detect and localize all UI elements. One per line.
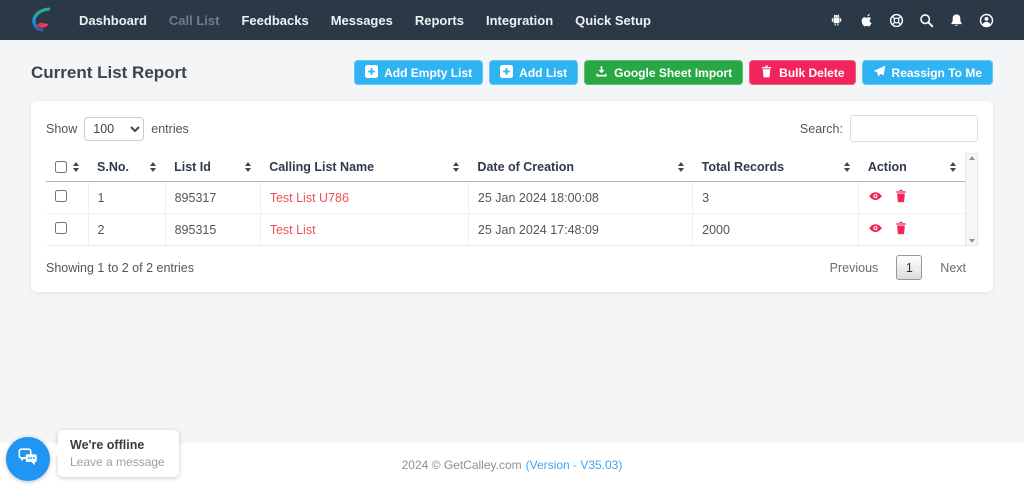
- scroll-up-icon[interactable]: [968, 156, 975, 160]
- plus-square-icon: [500, 64, 514, 81]
- google-sheet-import-label: Google Sheet Import: [614, 65, 733, 80]
- header-action[interactable]: Action: [858, 153, 965, 182]
- reassign-to-me-label: Reassign To Me: [891, 65, 982, 80]
- android-icon[interactable]: [828, 12, 844, 28]
- trash-icon[interactable]: [895, 189, 907, 206]
- calling-list-link[interactable]: Test List: [269, 222, 316, 237]
- add-list-button[interactable]: Add List: [489, 60, 579, 85]
- entries-info: Showing 1 to 2 of 2 entries: [46, 260, 195, 275]
- table-zone: S.No. List Id Calling List Name Date of …: [46, 153, 978, 246]
- previous-page-button[interactable]: Previous: [829, 260, 879, 275]
- cell-sno: 1: [87, 181, 166, 214]
- version-link[interactable]: (Version - V35.03): [525, 457, 623, 472]
- cell-sno: 2: [87, 213, 166, 246]
- table-controls: Show 100 entries Search:: [46, 115, 978, 142]
- sort-icon[interactable]: [67, 162, 80, 172]
- apple-icon[interactable]: [858, 12, 874, 28]
- eye-icon[interactable]: [868, 222, 883, 238]
- calling-list-link[interactable]: Test List U786: [269, 190, 349, 205]
- table-footer: Showing 1 to 2 of 2 entries Previous 1 N…: [46, 255, 978, 280]
- report-card: Show 100 entries Search:: [31, 101, 993, 292]
- header-calling-list-name[interactable]: Calling List Name: [260, 153, 469, 182]
- reassign-to-me-button[interactable]: Reassign To Me: [861, 60, 993, 85]
- chat-status-text: We're offline: [70, 438, 145, 452]
- sort-icon[interactable]: [944, 162, 956, 172]
- header-total-records[interactable]: Total Records: [692, 153, 859, 182]
- toolbar: Add Empty List Add List Google Sheet Imp…: [354, 60, 993, 85]
- nav-quick-setup[interactable]: Quick Setup: [575, 12, 651, 28]
- scroll-down-icon[interactable]: [968, 239, 975, 243]
- search-label: Search:: [799, 121, 843, 136]
- page-number-button[interactable]: 1: [896, 255, 923, 280]
- sort-icon[interactable]: [838, 162, 850, 172]
- sort-icon[interactable]: [447, 162, 460, 172]
- sort-icon[interactable]: [239, 162, 252, 172]
- user-icon[interactable]: [978, 12, 994, 28]
- chat-offline-tooltip[interactable]: We're offline Leave a message: [52, 430, 179, 477]
- top-navbar: Dashboard Call List Feedbacks Messages R…: [0, 0, 1024, 40]
- sort-icon[interactable]: [672, 162, 684, 172]
- trash-icon[interactable]: [895, 221, 907, 238]
- sort-icon[interactable]: [144, 162, 157, 172]
- nav-dashboard[interactable]: Dashboard: [79, 12, 147, 28]
- support-ring-icon[interactable]: [888, 12, 904, 28]
- entries-label: entries: [151, 121, 189, 136]
- eye-icon[interactable]: [868, 190, 883, 206]
- row-checkbox[interactable]: [55, 222, 67, 234]
- chat-bubbles-icon: [17, 446, 39, 473]
- bell-icon[interactable]: [948, 12, 964, 28]
- nav-messages[interactable]: Messages: [330, 12, 393, 28]
- nav-call-list[interactable]: Call List: [168, 12, 220, 28]
- add-empty-list-label: Add Empty List: [384, 65, 473, 80]
- nav-feedbacks[interactable]: Feedbacks: [241, 12, 309, 28]
- cell-date: 25 Jan 2024 17:48:09: [467, 213, 694, 246]
- table-scrollbar[interactable]: [965, 153, 978, 246]
- cell-records: 3: [692, 181, 860, 214]
- header-select-all[interactable]: [46, 153, 89, 182]
- add-list-label: Add List: [519, 65, 568, 80]
- add-empty-list-button[interactable]: Add Empty List: [354, 60, 484, 85]
- page-length-select[interactable]: 100: [84, 116, 145, 141]
- bulk-delete-button[interactable]: Bulk Delete: [749, 60, 856, 85]
- table-header-row: S.No. List Id Calling List Name Date of …: [46, 153, 965, 182]
- trash-icon: [760, 65, 773, 81]
- copyright-text: 2024 © GetCalley.com: [401, 457, 522, 472]
- select-all-checkbox[interactable]: [55, 161, 67, 173]
- plus-square-icon: [365, 64, 379, 81]
- next-page-button[interactable]: Next: [940, 260, 966, 275]
- cell-records: 2000: [692, 213, 860, 246]
- calley-logo[interactable]: [28, 5, 56, 35]
- send-icon: [873, 65, 886, 81]
- header-list-id[interactable]: List Id: [165, 153, 261, 182]
- header-sno[interactable]: S.No.: [88, 153, 166, 182]
- page-title: Current List Report: [31, 62, 187, 82]
- table-row: 1 895317 Test List U786 25 Jan 2024 18:0…: [46, 181, 965, 214]
- nav-integration[interactable]: Integration: [485, 12, 554, 28]
- list-report-table: S.No. List Id Calling List Name Date of …: [46, 153, 965, 246]
- show-label: Show: [46, 121, 78, 136]
- chat-action-text: Leave a message: [70, 455, 165, 469]
- table-search-input[interactable]: [850, 115, 978, 142]
- pagination: Previous 1 Next: [818, 255, 978, 280]
- chat-launcher-button[interactable]: [6, 437, 50, 481]
- bulk-delete-label: Bulk Delete: [779, 65, 845, 80]
- row-checkbox[interactable]: [55, 190, 67, 202]
- cell-list-id: 895317: [164, 181, 261, 214]
- header-date-of-creation[interactable]: Date of Creation: [468, 153, 693, 182]
- table-row: 2 895315 Test List 25 Jan 2024 17:48:09 …: [46, 213, 965, 246]
- navbar-icons: [828, 12, 994, 28]
- google-sheet-import-button[interactable]: Google Sheet Import: [584, 60, 744, 85]
- search-icon[interactable]: [918, 12, 934, 28]
- nav-reports[interactable]: Reports: [414, 12, 464, 28]
- download-icon: [595, 65, 608, 81]
- main-menu: Dashboard Call List Feedbacks Messages R…: [68, 13, 662, 28]
- cell-date: 25 Jan 2024 18:00:08: [467, 181, 694, 214]
- cell-list-id: 895315: [164, 213, 261, 246]
- page-header: Current List Report Add Empty List Add L…: [0, 40, 1024, 101]
